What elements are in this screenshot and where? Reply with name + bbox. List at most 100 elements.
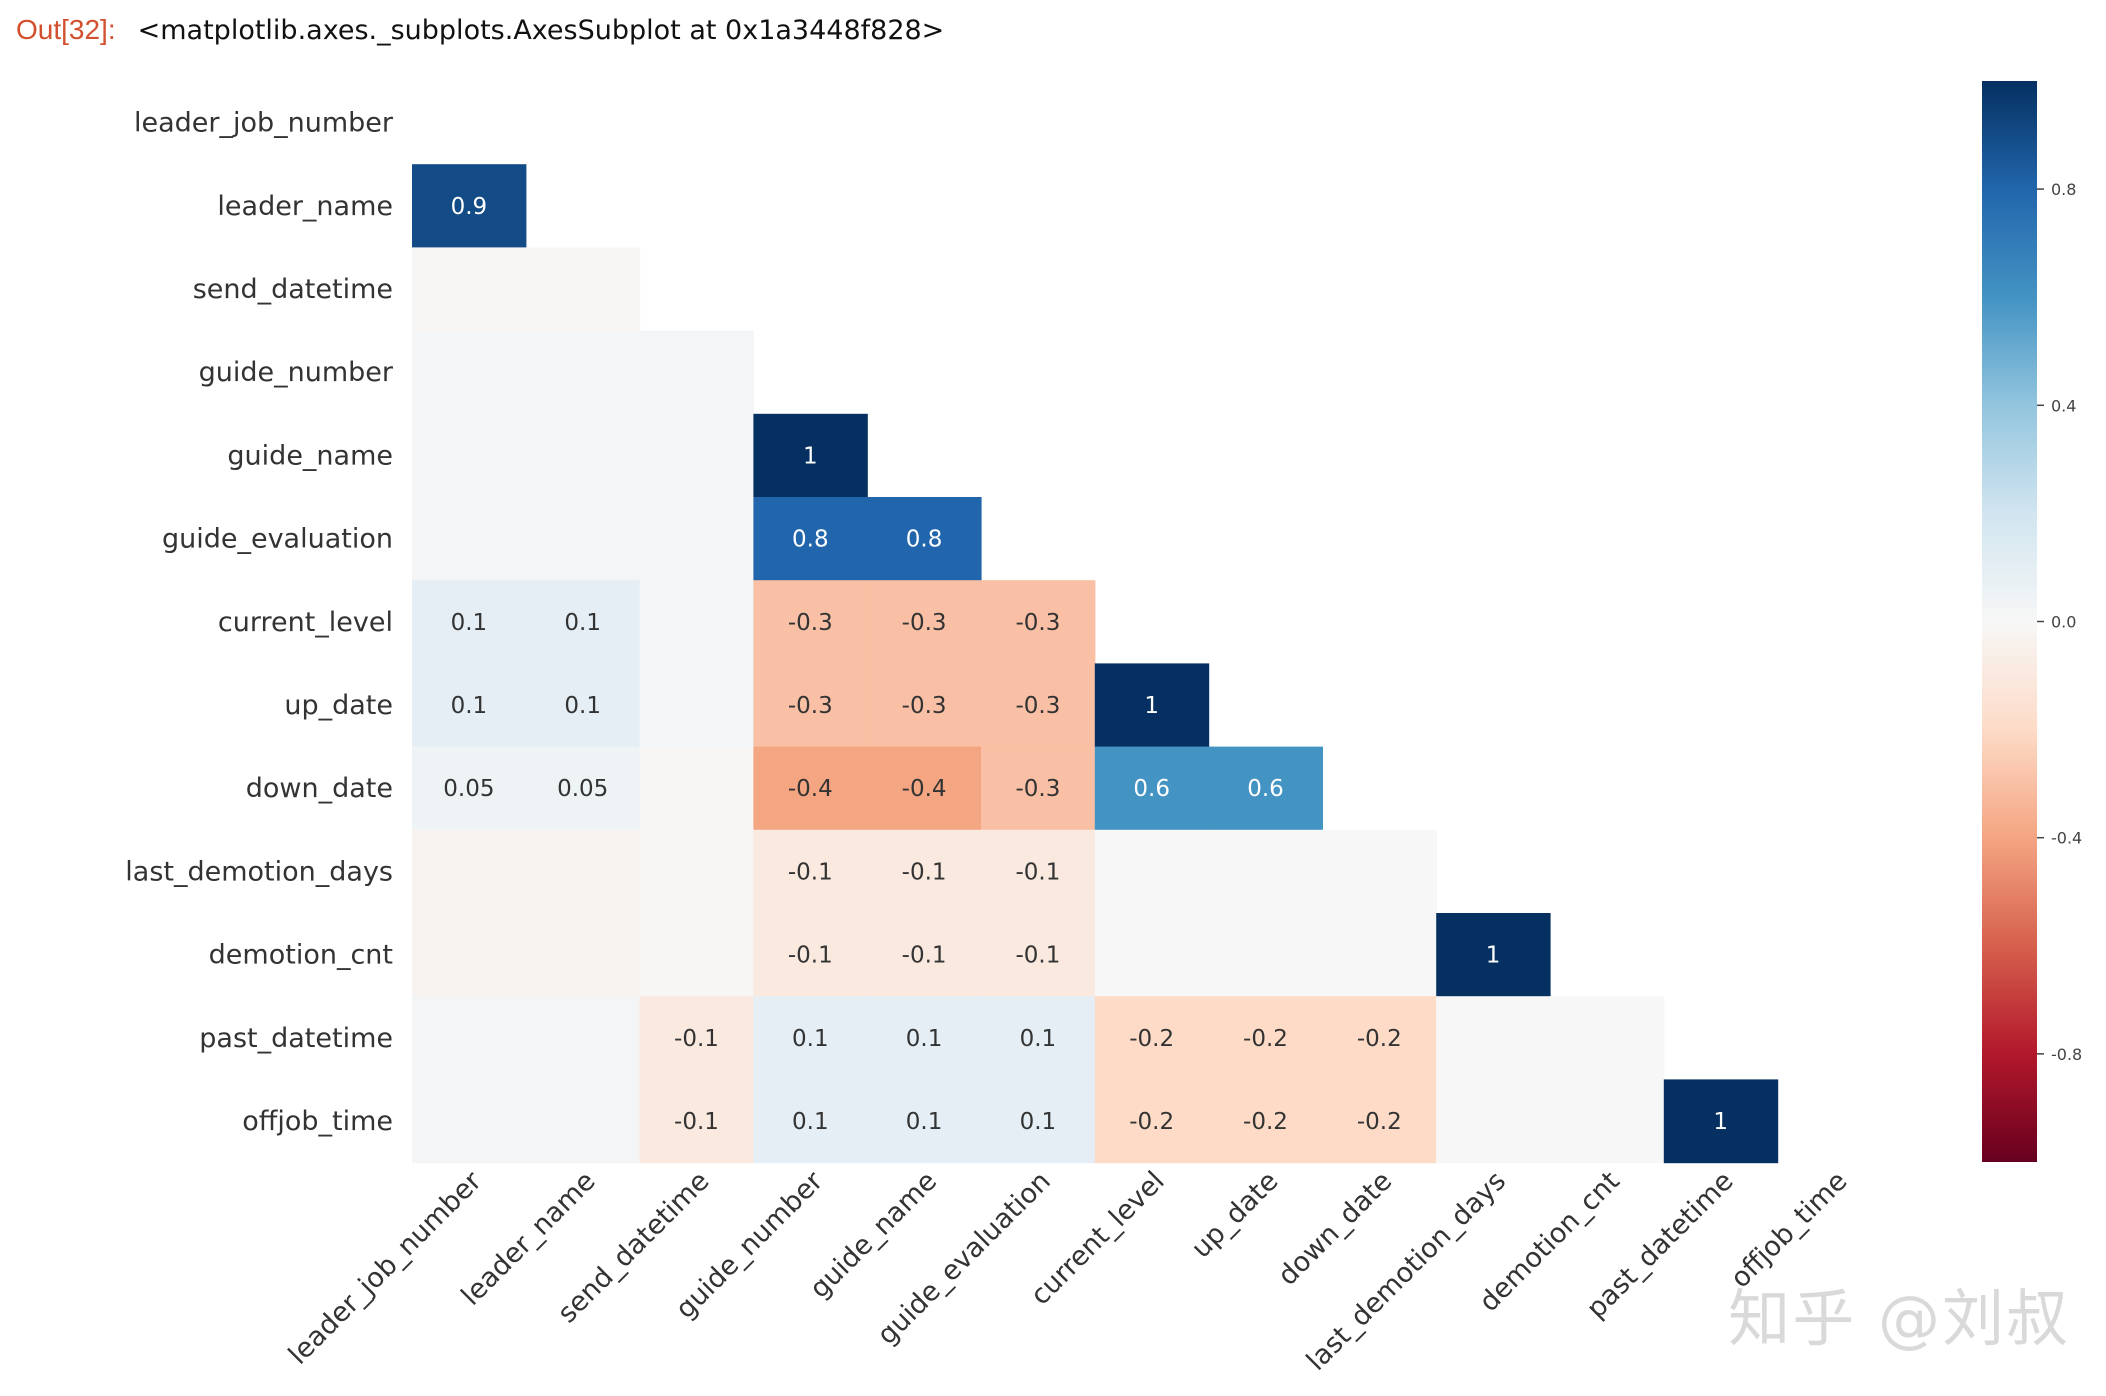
heatmap-cell-current_level-guide_number: [753, 580, 868, 664]
cell-annotation: 0.1: [792, 1026, 829, 1052]
heatmap-cell-guide_name-leader_name: [525, 413, 641, 498]
heatmap-cell-up_date-guide_name: [867, 663, 982, 748]
cell-annotation: 0.8: [906, 527, 943, 553]
heatmap-cell-past_datetime-current_level: [1094, 996, 1210, 1080]
heatmap-cell-send_datetime-leader_job_number: [412, 247, 527, 332]
heatmap-cell-demotion_cnt-up_date: [1208, 913, 1323, 997]
output-repr: <matplotlib.axes._subplots.AxesSubplot a…: [137, 14, 945, 46]
cell-annotation: 1: [1486, 943, 1501, 969]
heatmap-cell-down_date-guide_name: [867, 746, 982, 831]
cell-annotation: -0.4: [788, 776, 833, 802]
heatmap-cell-past_datetime-guide_name: [867, 996, 982, 1080]
heatmap-cell-demotion_cnt-down_date: [1322, 913, 1437, 997]
heatmap-cell-down_date-leader_name: [525, 746, 641, 831]
heatmap-cell-up_date-current_level: [1094, 663, 1210, 748]
x-tick-label-up_date: up_date: [1186, 1166, 1285, 1265]
colorbar: 0.8 0.4 0.0 -0.4 -0.8: [1982, 81, 2082, 1162]
heatmap-cell-past_datetime-leader_name: [525, 996, 641, 1080]
heatmap-cell-offjob_time-send_datetime: [639, 1079, 754, 1164]
heatmap-cell-past_datetime-last_demotion_days: [1436, 996, 1551, 1080]
heatmap-cell-current_level-guide_evaluation: [981, 580, 1096, 664]
heatmap-cell-demotion_cnt-leader_job_number: [412, 913, 527, 997]
colorbar-tick-label: 0.4: [2051, 396, 2076, 415]
cell-output: Out[32]: <matplotlib.axes._subplots.Axes…: [16, 8, 944, 52]
heatmap-cell-demotion_cnt-current_level: [1094, 913, 1210, 997]
heatmap-cell-guide_evaluation-guide_number: [753, 497, 868, 581]
heatmap-cell-down_date-guide_number: [753, 746, 868, 831]
heatmap-cell-current_level-leader_job_number: [412, 580, 527, 664]
heatmap-cell-up_date-send_datetime: [639, 663, 754, 748]
cell-annotation: -0.1: [788, 859, 833, 885]
heatmap-cell-past_datetime-send_datetime: [639, 996, 754, 1080]
cell-annotation: 0.05: [443, 776, 494, 802]
heatmap-cell-offjob_time-leader_name: [525, 1079, 641, 1164]
cell-annotation: -0.1: [902, 859, 947, 885]
cell-annotation: -0.1: [674, 1026, 719, 1052]
heatmap-cell-offjob_time-guide_number: [753, 1079, 868, 1164]
heatmap-cell-up_date-guide_evaluation: [981, 663, 1096, 748]
heatmap-cell-up_date-leader_job_number: [412, 663, 527, 748]
cell-annotation: 1: [803, 443, 818, 469]
x-tick-labels: leader_job_numberleader_namesend_datetim…: [283, 1165, 1854, 1377]
heatmap-cell-offjob_time-current_level: [1094, 1079, 1210, 1164]
heatmap-cell-guide_evaluation-send_datetime: [639, 497, 754, 581]
heatmap-cell-demotion_cnt-guide_evaluation: [981, 913, 1096, 997]
x-tick-label-leader_job_number: leader_job_number: [283, 1165, 489, 1371]
y-tick-label-demotion_cnt: demotion_cnt: [209, 940, 393, 971]
cell-annotation: 0.1: [451, 610, 488, 636]
out-prompt: Out[32]:: [16, 14, 116, 45]
heatmap-cell-demotion_cnt-last_demotion_days: [1436, 913, 1551, 997]
heatmap-cell-guide_evaluation-leader_name: [525, 497, 641, 581]
cell-annotation: 0.8: [792, 527, 829, 553]
colorbar-tick-label: -0.8: [2051, 1045, 2082, 1064]
heatmap-cell-past_datetime-up_date: [1208, 996, 1323, 1080]
heatmap-cell-last_demotion_days-guide_name: [867, 829, 982, 914]
heatmap-annotations: 0.9 1 0.8 0.8 0.1 0.1 -0.3 -0.3 -0.3 0.1 0.1 -0.3 -0…: [443, 194, 1728, 1135]
heatmap-cell-down_date-leader_job_number: [412, 746, 527, 831]
heatmap-cell-offjob_time-up_date: [1208, 1079, 1323, 1164]
y-tick-label-guide_name: guide_name: [227, 440, 393, 471]
cell-annotation: -0.1: [1015, 943, 1060, 969]
heatmap-cell-guide_name-guide_number: [753, 413, 868, 498]
cell-annotation: 0.9: [451, 194, 488, 220]
heatmap-cell-guide_name-send_datetime: [639, 413, 754, 498]
heatmap-cell-current_level-send_datetime: [639, 580, 754, 664]
heatmap-cell-guide_evaluation-guide_name: [867, 497, 982, 581]
cell-annotation: -0.3: [1015, 610, 1060, 636]
cell-annotation: -0.3: [788, 693, 833, 719]
cell-annotation: 0.1: [564, 693, 601, 719]
heatmap-cell-past_datetime-leader_job_number: [412, 996, 527, 1080]
cell-annotation: -0.2: [1243, 1026, 1288, 1052]
heatmap-cell-last_demotion_days-leader_job_number: [412, 829, 527, 914]
heatmap-cell-last_demotion_days-current_level: [1094, 829, 1210, 914]
colorbar-scale: [1982, 81, 2037, 1162]
heatmap-cell-last_demotion_days-up_date: [1208, 829, 1323, 914]
colorbar-tick-label: 0.0: [2051, 613, 2076, 632]
heatmap-cell-send_datetime-leader_name: [525, 247, 641, 332]
heatmap-cell-past_datetime-down_date: [1322, 996, 1437, 1080]
heatmap-cell-last_demotion_days-guide_number: [753, 829, 868, 914]
watermark-text: 知乎 @刘叔: [1728, 1282, 2070, 1355]
heatmap-cell-demotion_cnt-guide_name: [867, 913, 982, 997]
cell-annotation: -0.2: [1243, 1109, 1288, 1135]
colorbar-tick-label: -0.4: [2051, 829, 2082, 848]
cell-annotation: 0.1: [906, 1026, 943, 1052]
heatmap-cell-offjob_time-past_datetime: [1663, 1079, 1779, 1164]
heatmap-cell-leader_name-leader_job_number: [412, 164, 527, 248]
heatmap-cell-current_level-guide_name: [867, 580, 982, 664]
heatmap-cell-current_level-leader_name: [525, 580, 641, 664]
heatmap-cell-demotion_cnt-send_datetime: [639, 913, 754, 997]
y-tick-label-guide_evaluation: guide_evaluation: [162, 524, 393, 555]
colorbar-tick-label: 0.8: [2051, 180, 2076, 199]
y-tick-label-guide_number: guide_number: [199, 357, 394, 388]
cell-annotation: -0.2: [1129, 1109, 1174, 1135]
y-tick-label-leader_job_number: leader_job_number: [134, 108, 394, 139]
cell-annotation: -0.3: [1015, 693, 1060, 719]
y-tick-label-past_datetime: past_datetime: [199, 1023, 393, 1054]
heatmap-cell-offjob_time-down_date: [1322, 1079, 1437, 1164]
heatmap-cell-down_date-guide_evaluation: [981, 746, 1096, 831]
cell-annotation: 0.1: [451, 693, 488, 719]
heatmap-cell-past_datetime-guide_number: [753, 996, 868, 1080]
y-tick-label-down_date: down_date: [246, 773, 393, 804]
heatmap-cell-up_date-guide_number: [753, 663, 868, 748]
